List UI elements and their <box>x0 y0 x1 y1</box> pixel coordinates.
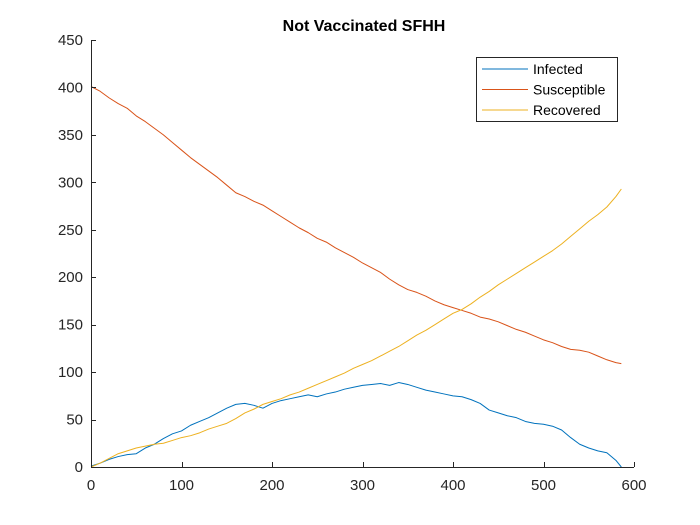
y-tick-label: 300 <box>58 174 83 191</box>
y-tick-label: 0 <box>75 459 83 476</box>
series-line-infected <box>90 382 622 468</box>
x-tick-label: 0 <box>87 477 95 494</box>
axes-layer: 0 100 200 300 400 500 600 0 50 100 150 200 250 300 350… <box>58 32 647 494</box>
x-tick-label: 400 <box>440 477 465 494</box>
series-line-susceptible <box>90 86 622 365</box>
legend: Infected Susceptible Recovered <box>476 57 618 122</box>
y-tick-label: 100 <box>58 364 83 381</box>
series-layer <box>90 86 622 468</box>
legend-label-recovered: Recovered <box>533 102 601 118</box>
series-line-recovered <box>90 188 622 468</box>
x-tick-label: 300 <box>350 477 375 494</box>
x-tick-label: 100 <box>169 477 194 494</box>
legend-label-susceptible: Susceptible <box>533 82 606 98</box>
y-tick-label: 50 <box>66 412 83 429</box>
x-tick-label: 200 <box>259 477 284 494</box>
legend-label-infected: Infected <box>533 61 583 77</box>
y-tick-label: 350 <box>58 127 83 144</box>
y-tick-label: 200 <box>58 269 83 286</box>
y-tick-label: 250 <box>58 222 83 239</box>
y-tick-label: 450 <box>58 32 83 49</box>
y-tick-label: 150 <box>58 317 83 334</box>
x-tick-label: 600 <box>621 477 646 494</box>
y-tick-label: 400 <box>58 79 83 96</box>
chart-title: Not Vaccinated SFHH <box>283 18 446 35</box>
x-tick-label: 500 <box>531 477 556 494</box>
